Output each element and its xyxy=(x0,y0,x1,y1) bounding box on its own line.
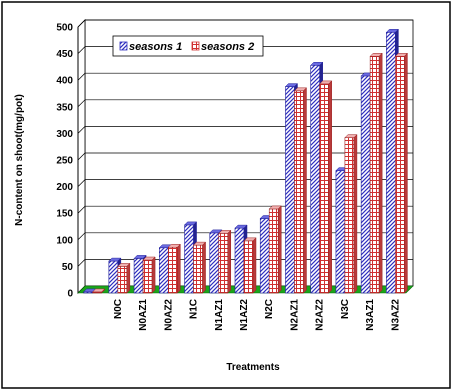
bar-side xyxy=(353,134,358,294)
bar-season2 xyxy=(369,52,383,294)
y-tick-label: 300 xyxy=(56,129,73,140)
bar-season2 xyxy=(293,87,308,294)
y-tick-label: 400 xyxy=(56,76,73,87)
bar-front xyxy=(335,170,346,294)
bar-side xyxy=(177,243,181,294)
x-tick-label: N2C xyxy=(264,299,275,319)
bar-front xyxy=(159,247,169,294)
bar-front xyxy=(243,240,254,294)
x-tick-label: N0AZ2 xyxy=(163,299,174,331)
legend-swatch-series-2 xyxy=(191,41,200,51)
y-tick-label: 200 xyxy=(56,182,73,193)
bar-season2 xyxy=(344,134,358,294)
legend: seasons 1 seasons 2 xyxy=(112,35,264,57)
bar-front xyxy=(285,86,295,294)
bar-season2 xyxy=(92,288,106,294)
legend-label-series-2: seasons 2 xyxy=(201,41,254,53)
x-tick-labels: N0C N0AZ1 N0AZ2 N1C N1AZ1 N1AZ2 N2C N2AZ1 N2AZ2 N… xyxy=(113,299,402,331)
y-tick-label: 0 xyxy=(67,289,73,300)
legend-box xyxy=(112,35,264,57)
y-tick-label: 450 xyxy=(56,49,73,60)
y-tick-label: 500 xyxy=(56,23,73,34)
bar-season2 xyxy=(142,256,156,294)
x-tick-label: N3AZ2 xyxy=(390,299,401,331)
bar-front xyxy=(369,55,380,294)
bar-front xyxy=(117,266,128,294)
bar-side xyxy=(202,241,206,294)
bar-front xyxy=(386,32,396,294)
y-tick-label: 350 xyxy=(56,102,73,113)
bar-side xyxy=(126,262,131,294)
y-tick-label: 50 xyxy=(62,262,74,273)
bar-side xyxy=(227,229,232,294)
gridline xyxy=(77,19,413,28)
bar-side xyxy=(303,87,307,294)
bar-side xyxy=(101,288,105,294)
bar-front xyxy=(193,244,203,294)
x-tick-label: N2AZ1 xyxy=(289,299,300,331)
bar-front xyxy=(108,260,119,294)
bar-front xyxy=(268,208,279,294)
bar-side xyxy=(328,80,332,294)
y-tick-labels: 0 50 100 150 200 250 300 350 400 450 500 xyxy=(56,23,73,300)
bar-front xyxy=(142,259,153,294)
bar-front xyxy=(395,55,405,294)
bar-front xyxy=(184,224,194,294)
bar-front xyxy=(319,83,329,294)
bar-front xyxy=(133,258,144,294)
bar-side xyxy=(151,256,156,294)
gridline xyxy=(77,72,413,81)
bar-season2 xyxy=(192,241,207,294)
y-tick-label: 150 xyxy=(56,209,73,220)
y-tick-label: 250 xyxy=(56,156,73,167)
legend-swatch-series-1 xyxy=(119,41,128,51)
y-axis-label: N-content on shoot(mg/pot) xyxy=(14,94,25,226)
bar-season2 xyxy=(117,262,131,294)
x-axis-label: Treatments xyxy=(226,362,280,373)
x-tick-label: N0C xyxy=(113,299,124,319)
bar-season2 xyxy=(167,243,181,294)
bar-season2 xyxy=(319,80,333,294)
bar-side xyxy=(404,52,408,294)
bar-season2 xyxy=(218,229,232,294)
x-tick-label: N1AZ2 xyxy=(239,299,250,331)
gridline xyxy=(77,46,413,54)
bar-front xyxy=(344,137,355,294)
legend-label-series-1: seasons 1 xyxy=(129,41,182,53)
y-tick-label: 100 xyxy=(56,235,73,246)
bar-front xyxy=(168,246,178,294)
bar-front xyxy=(234,227,245,294)
bar-front xyxy=(259,218,270,294)
bar-front xyxy=(294,90,304,294)
bar-season2 xyxy=(394,52,408,294)
bar-side xyxy=(277,205,282,294)
x-tick-label: N3C xyxy=(340,299,351,319)
x-tick-label: N1C xyxy=(189,299,200,319)
x-tick-label: N3AZ1 xyxy=(365,299,376,331)
bar-season2 xyxy=(268,205,282,294)
bar-front xyxy=(360,75,371,294)
x-tick-label: N0AZ1 xyxy=(138,299,149,331)
bars-group xyxy=(83,28,408,294)
bar-season2 xyxy=(243,237,257,294)
bar-front xyxy=(218,233,229,294)
bar-front xyxy=(310,65,320,294)
bar-front xyxy=(209,232,220,294)
x-tick-label: N2AZ2 xyxy=(315,299,326,331)
bar-side xyxy=(378,52,383,294)
bar-side xyxy=(252,237,257,294)
x-tick-label: N1AZ1 xyxy=(214,299,225,331)
